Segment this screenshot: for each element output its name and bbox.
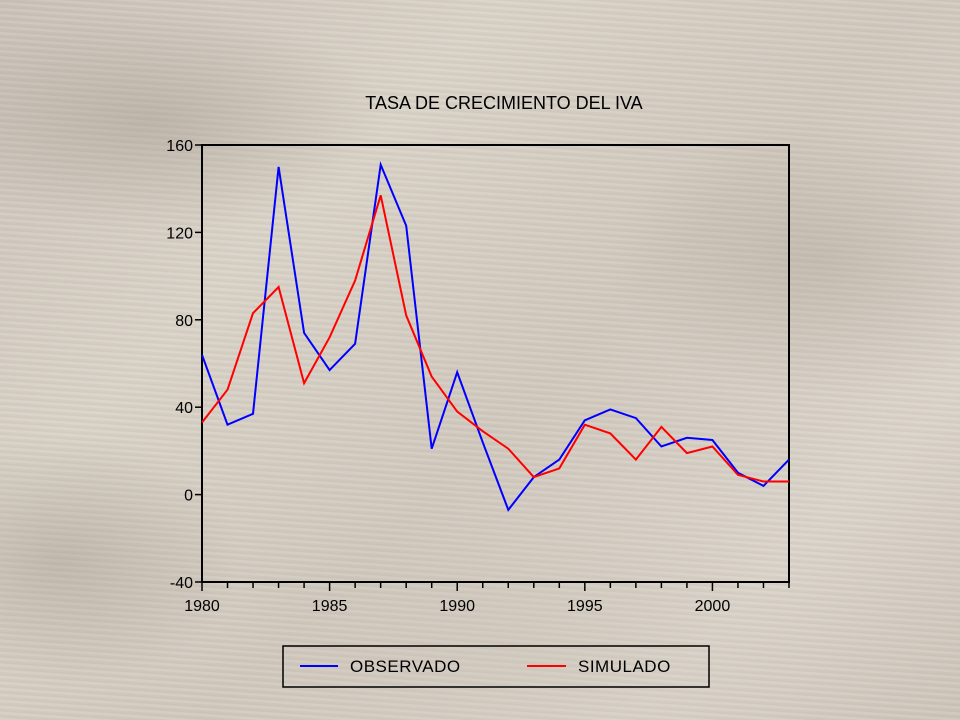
legend-label-observado: OBSERVADO — [350, 657, 461, 676]
series-line-simulado — [201, 195, 789, 483]
legend-label-simulado: SIMULADO — [578, 657, 671, 676]
y-tick-label: 120 — [166, 225, 193, 242]
y-tick-label: 0 — [184, 488, 193, 505]
series-line-observado — [201, 160, 790, 512]
y-tick-label: 160 — [166, 138, 193, 155]
y-tick-label: -40 — [170, 575, 193, 592]
series-lines — [201, 160, 790, 512]
y-tick-label: 80 — [175, 313, 193, 330]
legend: OBSERVADO SIMULADO — [282, 645, 710, 688]
series-observado — [201, 160, 790, 512]
x-tick-label: 2000 — [695, 598, 731, 615]
legend-box — [282, 645, 710, 688]
x-tick-label: 1990 — [439, 598, 475, 615]
chart-title: TASA DE CRECIMIENTO DEL IVA — [365, 93, 642, 113]
y-tick-label: 40 — [175, 400, 193, 417]
plot-frame — [201, 144, 790, 583]
y-axis: -40 0 40 80 120 160 — [166, 138, 202, 592]
x-axis: 1980 1985 1990 1995 2000 — [184, 582, 790, 615]
x-tick-label: 1995 — [567, 598, 603, 615]
x-tick-label: 1980 — [184, 598, 220, 615]
x-tick-label: 1985 — [312, 598, 348, 615]
series-simulado — [201, 195, 789, 483]
